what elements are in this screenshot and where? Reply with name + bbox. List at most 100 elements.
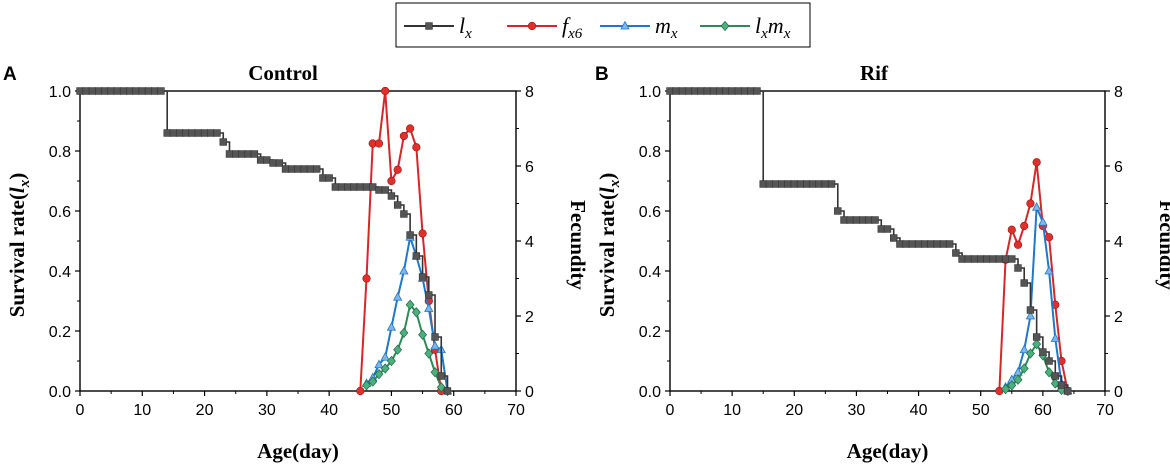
data-point-lx [939,240,948,248]
data-point-lx [300,165,308,173]
data-point-lx [400,210,408,218]
plot-frame [669,90,1106,392]
series-line-lx [80,90,449,391]
data-point-lxmx [1013,374,1023,385]
series-lxmx [362,299,452,397]
data-point-lx [101,87,109,95]
data-point-lx [1051,372,1059,380]
data-point-lx [412,252,421,260]
data-point-lxmx [393,344,403,355]
data-point-lx [728,87,736,95]
y-right-tick-label: 6 [525,159,534,176]
data-point-mx [1025,310,1036,320]
data-point-lx [107,87,115,95]
y-right-tick-label: 4 [525,234,534,251]
data-point-fx6 [1032,158,1041,167]
y-left-tick-label: 0.4 [49,264,71,281]
data-point-lx [288,165,296,173]
x-tick-label: 70 [507,402,525,419]
y-right-tick-label: 2 [525,309,534,326]
data-point-lx [337,183,346,191]
data-point-lx [778,180,786,188]
data-point-lxmx [1025,348,1035,359]
y-left-tick-label: 0.0 [639,384,661,401]
x-tick-label: 40 [320,402,338,419]
data-point-lx [1057,381,1066,389]
y-left-tick-label: 0.8 [639,144,661,161]
data-point-lx [989,255,997,263]
data-point-lx [138,87,146,95]
data-point-fx6 [1020,221,1029,231]
data-point-fx6 [418,229,427,238]
data-point-lx [740,87,749,95]
y-left-tick-label: 1.0 [639,84,661,101]
data-point-lx [381,186,389,194]
data-point-lx [418,273,427,281]
y-right-axis-title: Fecundity [1155,200,1170,290]
y-left-tick-label: 0.8 [49,144,71,161]
x-tick-label: 60 [445,402,463,419]
data-point-fx6 [1026,199,1035,208]
data-point-lx [182,129,190,137]
data-point-lx [169,129,178,137]
data-point-mx [380,352,390,361]
data-point-lx [678,87,687,95]
x-tick-label: 10 [723,402,741,419]
data-point-lx [225,150,234,158]
data-point-lx [722,87,730,95]
x-tick-label: 40 [910,402,928,419]
data-point-lx [393,201,402,209]
data-point-mx [424,303,434,312]
x-tick-label: 20 [785,402,803,419]
legend-marker-lxmx [720,20,730,32]
data-point-lx [914,240,923,248]
data-point-lx [244,150,252,158]
data-point-fx6 [1013,240,1023,249]
x-tick-label: 0 [76,402,85,419]
y-right-axis-title: Fecundity [566,200,590,290]
data-point-lx [1026,306,1035,314]
data-point-lxmx [430,367,440,378]
data-point-fx6 [399,131,408,141]
panel-label: A [3,64,17,85]
x-tick-label: 10 [133,402,151,419]
data-point-lx [666,87,674,95]
data-point-lx [325,174,333,182]
data-point-lx [883,225,892,233]
data-point-lx [350,183,358,191]
legend-label-mx: mx [655,13,678,42]
data-point-mx [399,265,409,275]
data-point-lxmx [1032,338,1042,350]
y-left-tick-label: 0.4 [639,264,661,281]
data-point-lx [188,129,196,137]
legend-marker-lx [425,22,433,30]
data-point-lx [88,87,97,95]
legend-marker-fx6 [527,21,537,31]
y-right-tick-label: 4 [1114,234,1123,251]
data-point-fx6 [356,386,365,396]
data-point-lx [1008,255,1016,263]
y-right-tick-label: 0 [1114,384,1123,401]
data-point-mx [430,340,440,350]
data-point-lxmx [1007,380,1017,391]
x-tick-label: 60 [1034,402,1052,419]
data-point-lx [902,240,910,248]
data-point-lxmx [368,376,378,387]
x-tick-label: 50 [383,402,401,419]
data-point-lx [126,87,134,95]
y-left-tick-label: 0.6 [49,204,71,221]
data-point-lxmx [411,307,421,318]
data-point-lx [194,129,203,137]
data-point-lx [952,249,960,257]
data-point-lx [970,255,979,263]
series-lx [666,87,1072,395]
data-point-lx [927,240,935,248]
data-point-fx6 [1044,233,1054,242]
data-point-lx [331,183,340,191]
data-point-lx [344,183,352,191]
y-left-tick-label: 0.2 [49,324,71,341]
data-point-fx6 [374,139,384,148]
panel-title: Rif [860,61,889,85]
data-point-fx6 [406,124,415,133]
data-point-mx [1031,202,1042,211]
